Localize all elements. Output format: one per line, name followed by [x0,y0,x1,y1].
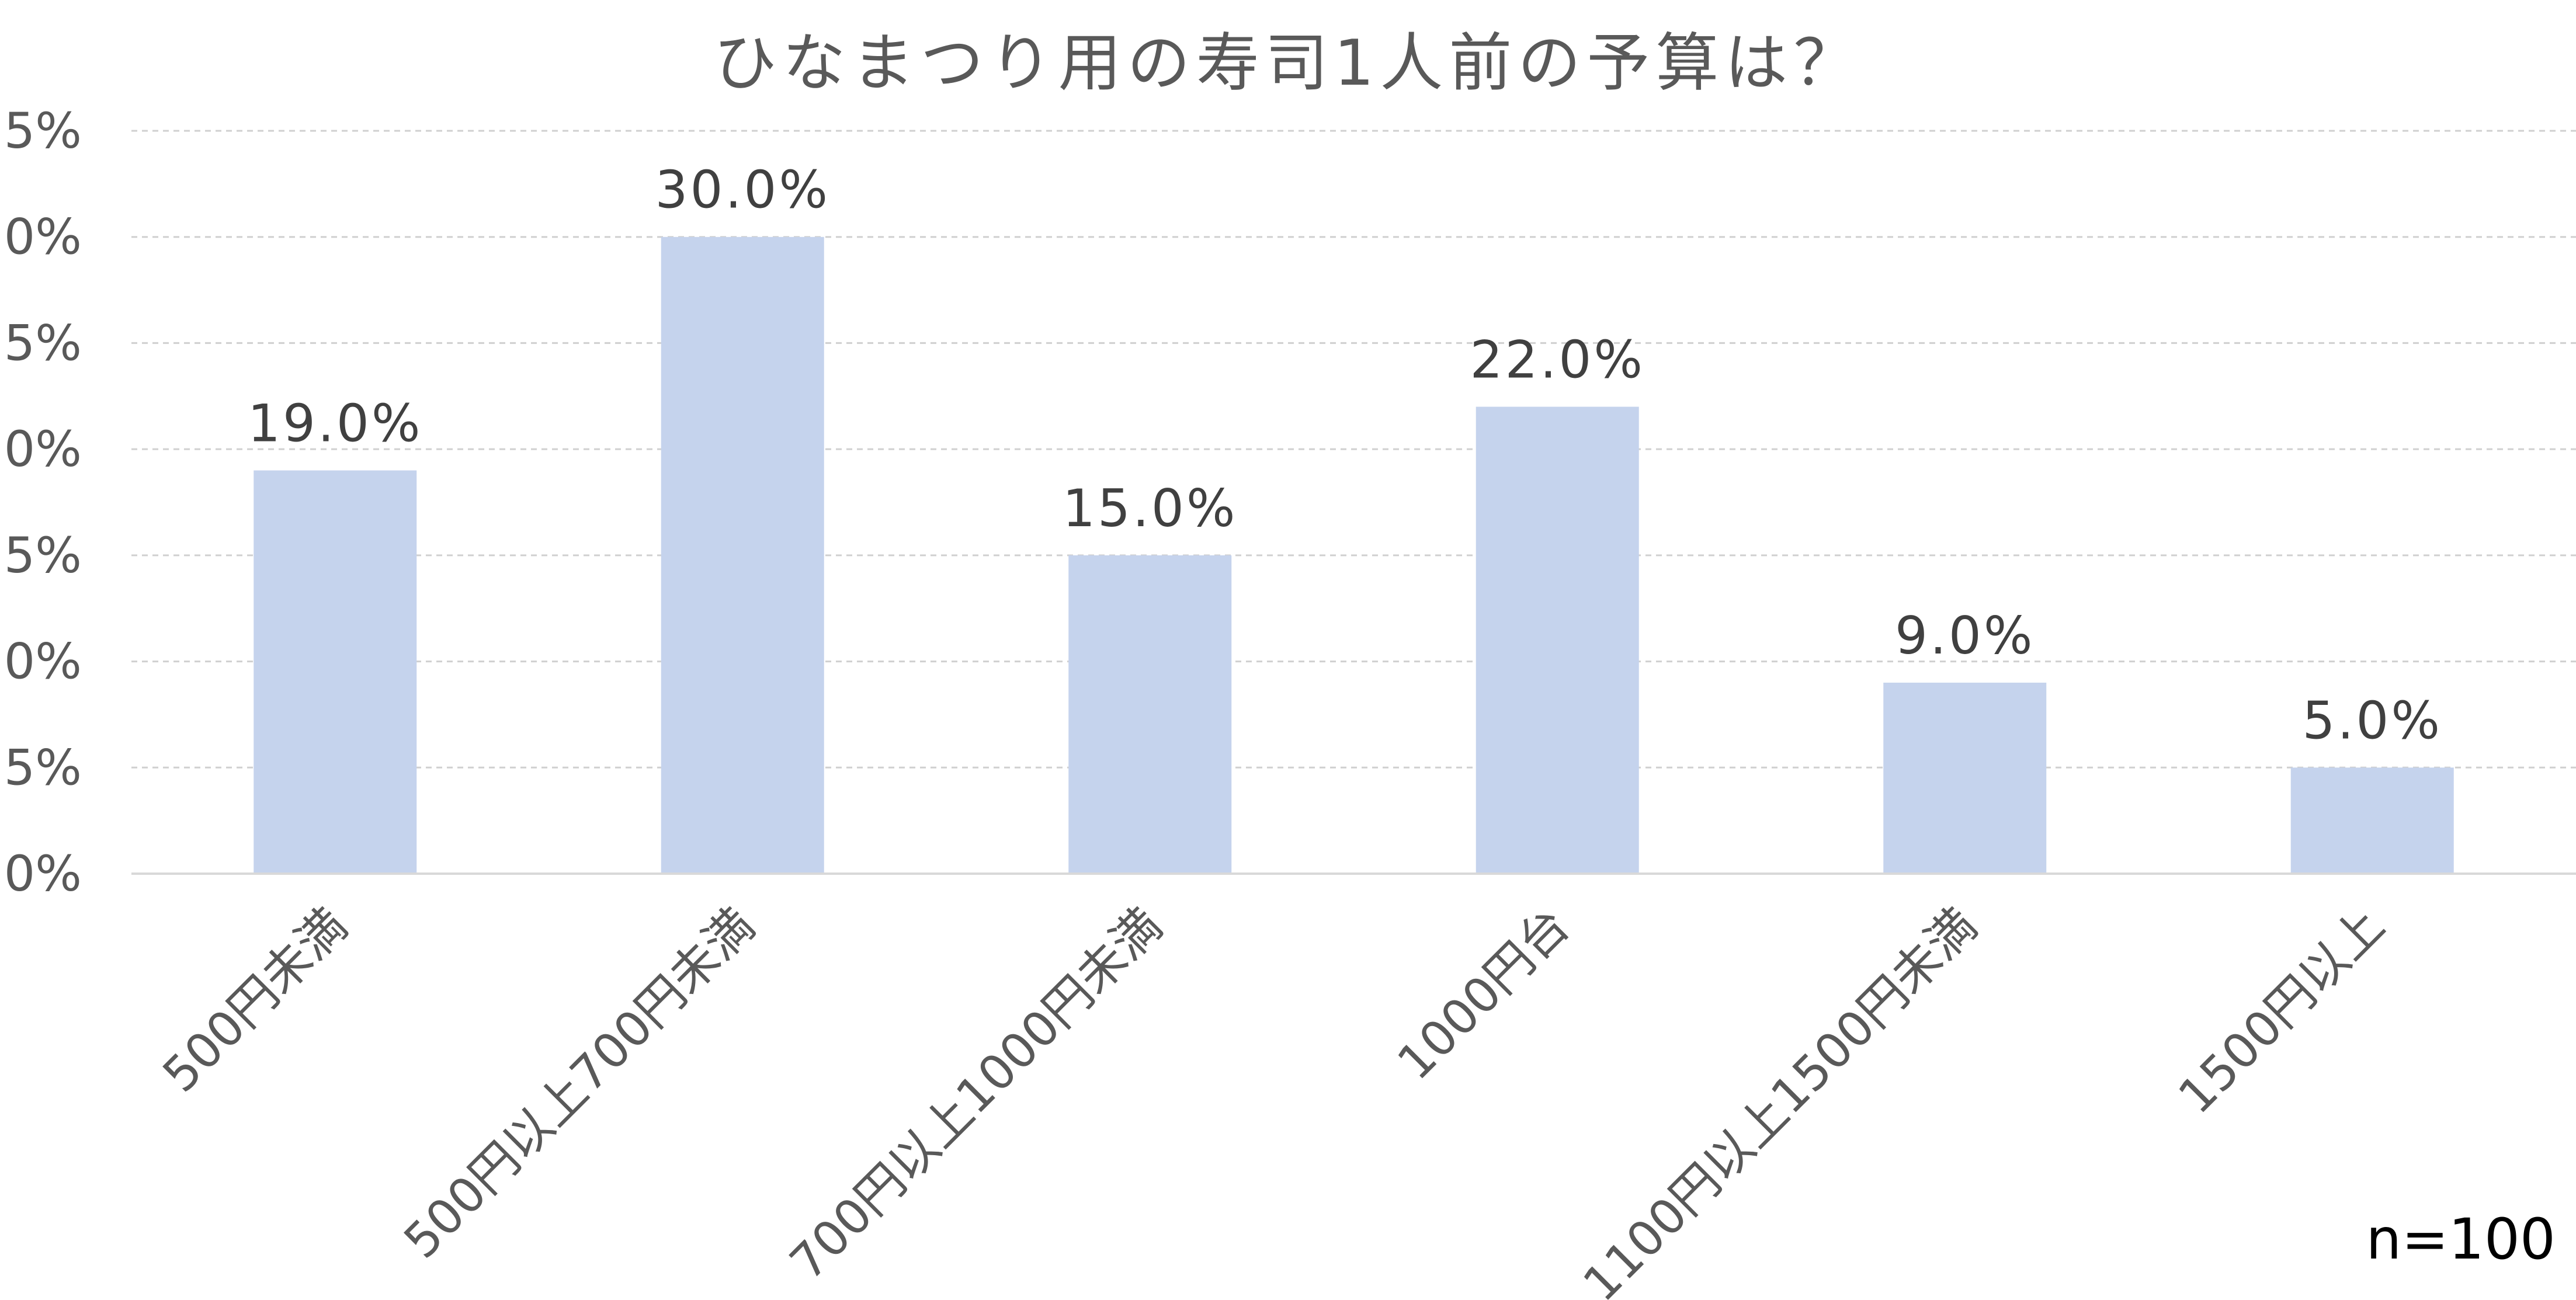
y-tick-label: 5% [4,739,82,796]
y-tick-label: 10% [0,633,82,690]
x-axis-tick-labels: 500円未満 500円以上700円未満 700円以上1000円未満 1000円台110… [152,898,2395,1300]
data-label: 19.0% [248,393,423,453]
x-tick-label: 700円以上1000円未満 [780,898,1173,1291]
data-label: 22.0% [1470,329,1645,390]
y-tick-label: 30% [0,208,82,266]
y-tick-label: 20% [0,420,82,478]
x-tick-label: 500円以上700円未満 [394,898,765,1269]
bar [254,470,417,874]
bar [2290,767,2454,874]
bar [1068,555,1232,874]
bar [1883,682,2047,874]
y-tick-label: 15% [0,527,82,584]
data-label: 9.0% [1895,606,2035,666]
x-tick-label: 1000円台 [1387,898,1581,1091]
x-tick-label: 1500円以上 [2168,898,2396,1125]
y-axis-tick-labels: 0% 5% 10% 15% 20% 25% 30% 35% [0,102,82,902]
bars [254,237,2454,874]
data-labels: 19.0% 30.0% 15.0% 22.0% 9.0% 5.0% [248,160,2442,751]
data-label: 30.0% [655,160,830,220]
chart-title: ひなまつり用の寿司1人前の予算は？ [714,27,1863,100]
x-tick-label: 1100円以上1500円未満 [1573,898,1988,1300]
data-label: 5.0% [2302,690,2442,750]
bar [1476,406,1639,874]
y-tick-label: 0% [4,845,82,902]
bar [661,237,824,874]
sample-size-note: n=100 [2366,1207,2556,1272]
y-tick-label: 25% [0,314,82,371]
gridlines [131,130,2576,769]
y-tick-label: 35% [0,102,82,159]
x-tick-label: 500円未満 [152,898,358,1103]
data-label: 15.0% [1063,478,1238,538]
